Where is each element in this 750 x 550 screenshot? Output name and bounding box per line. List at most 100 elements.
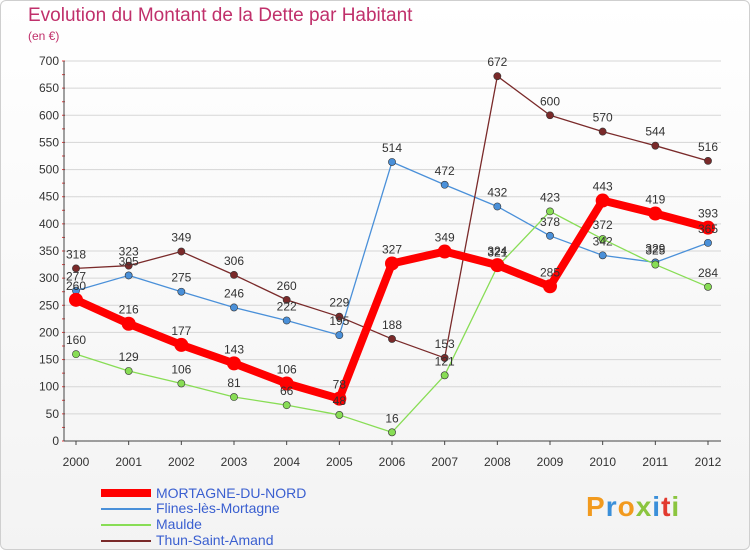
data-point — [546, 207, 554, 216]
data-point — [440, 371, 449, 380]
x-tick-label: 2010 — [589, 455, 616, 469]
y-tick-label: 250 — [39, 298, 59, 312]
data-label: 121 — [435, 354, 455, 368]
data-label: 285 — [540, 265, 560, 279]
data-point — [648, 206, 663, 221]
data-point — [230, 303, 238, 312]
data-point — [177, 247, 186, 256]
legend-swatch-mortagne — [101, 489, 151, 497]
data-label: 143 — [224, 342, 244, 356]
data-point — [124, 261, 133, 270]
legend-label-mortagne: MORTAGNE-DU-NORD — [156, 485, 307, 501]
legend-label-maulde: Maulde — [156, 516, 202, 532]
data-label: 129 — [119, 350, 139, 364]
data-point — [177, 379, 186, 388]
data-point — [490, 258, 505, 273]
y-tick-label: 0 — [52, 434, 59, 448]
data-point — [493, 202, 502, 211]
chart-title: Evolution du Montant de la Dette par Hab… — [28, 5, 413, 26]
x-tick-label: 2004 — [273, 455, 300, 469]
logo-letter: o — [617, 491, 636, 522]
data-label: 16 — [385, 411, 399, 425]
data-label: 260 — [277, 279, 297, 293]
data-label: 372 — [593, 218, 613, 232]
y-tick-label: 600 — [39, 108, 59, 122]
data-label: 305 — [119, 254, 139, 268]
y-tick-label: 100 — [39, 380, 59, 394]
data-label: 672 — [487, 55, 507, 69]
data-point — [282, 401, 291, 410]
y-tick-label: 50 — [46, 407, 60, 421]
x-tick-label: 2009 — [537, 455, 564, 469]
x-tick-label: 2008 — [484, 455, 511, 469]
x-tick-label: 2003 — [221, 455, 248, 469]
data-point — [388, 428, 396, 437]
data-label: 324 — [487, 244, 507, 258]
logo-letter: r — [605, 491, 618, 522]
data-point — [493, 72, 502, 81]
data-point — [335, 312, 344, 321]
data-point — [543, 279, 557, 294]
x-tick-label: 2011 — [642, 455, 668, 469]
legend-label-flines: Flines-lès-Mortagne — [156, 500, 280, 516]
data-label: 329 — [645, 241, 665, 255]
data-point — [174, 337, 189, 352]
x-tick-label: 2002 — [168, 455, 195, 469]
data-label: 106 — [171, 362, 191, 376]
data-label: 160 — [66, 333, 86, 347]
y-tick-label: 150 — [39, 353, 59, 367]
data-point — [282, 295, 291, 304]
data-point — [595, 193, 610, 208]
data-point — [230, 393, 238, 401]
data-label: 306 — [224, 254, 244, 268]
data-label: 514 — [382, 141, 402, 155]
data-label: 66 — [280, 384, 294, 398]
data-point — [124, 367, 133, 375]
data-label: 432 — [487, 185, 507, 199]
x-tick-label: 2000 — [63, 455, 90, 469]
data-point — [437, 244, 452, 259]
x-tick-label: 2006 — [379, 455, 406, 469]
data-point — [335, 411, 344, 419]
data-label: 177 — [171, 324, 191, 338]
data-point — [701, 220, 715, 235]
y-tick-label: 450 — [39, 190, 59, 204]
data-label: 570 — [593, 111, 613, 125]
data-label: 443 — [593, 180, 613, 194]
data-label: 246 — [224, 286, 244, 300]
y-tick-label: 200 — [39, 325, 59, 339]
data-label: 393 — [698, 207, 718, 221]
data-label: 378 — [540, 215, 560, 229]
data-label: 327 — [382, 242, 402, 256]
data-point — [388, 158, 396, 166]
data-point — [335, 331, 344, 340]
proxiti-logo: Proxiti — [586, 491, 680, 523]
data-label: 81 — [227, 376, 241, 390]
data-point — [651, 141, 660, 150]
x-tick-label: 2001 — [115, 455, 142, 469]
data-label: 349 — [435, 231, 455, 245]
data-label: 600 — [540, 94, 560, 108]
data-label: 342 — [593, 234, 613, 248]
logo-letter: x — [635, 491, 653, 522]
data-point — [598, 251, 607, 260]
data-point — [121, 316, 136, 331]
data-label: 78 — [333, 378, 347, 392]
data-label: 275 — [171, 271, 191, 285]
data-point — [388, 335, 396, 343]
logo-letter: i — [652, 491, 662, 522]
legend-swatch-maulde — [101, 524, 151, 526]
data-label: 323 — [119, 245, 139, 259]
legend-label-thun: Thun-Saint-Amand — [156, 532, 274, 548]
data-point — [546, 111, 554, 120]
data-point — [598, 235, 607, 243]
data-point — [69, 292, 83, 307]
data-point — [546, 231, 554, 240]
data-point — [704, 156, 712, 165]
y-tick-label: 350 — [39, 244, 59, 258]
data-label: 544 — [645, 125, 665, 139]
data-label: 277 — [66, 270, 86, 284]
y-tick-label: 400 — [39, 217, 59, 231]
